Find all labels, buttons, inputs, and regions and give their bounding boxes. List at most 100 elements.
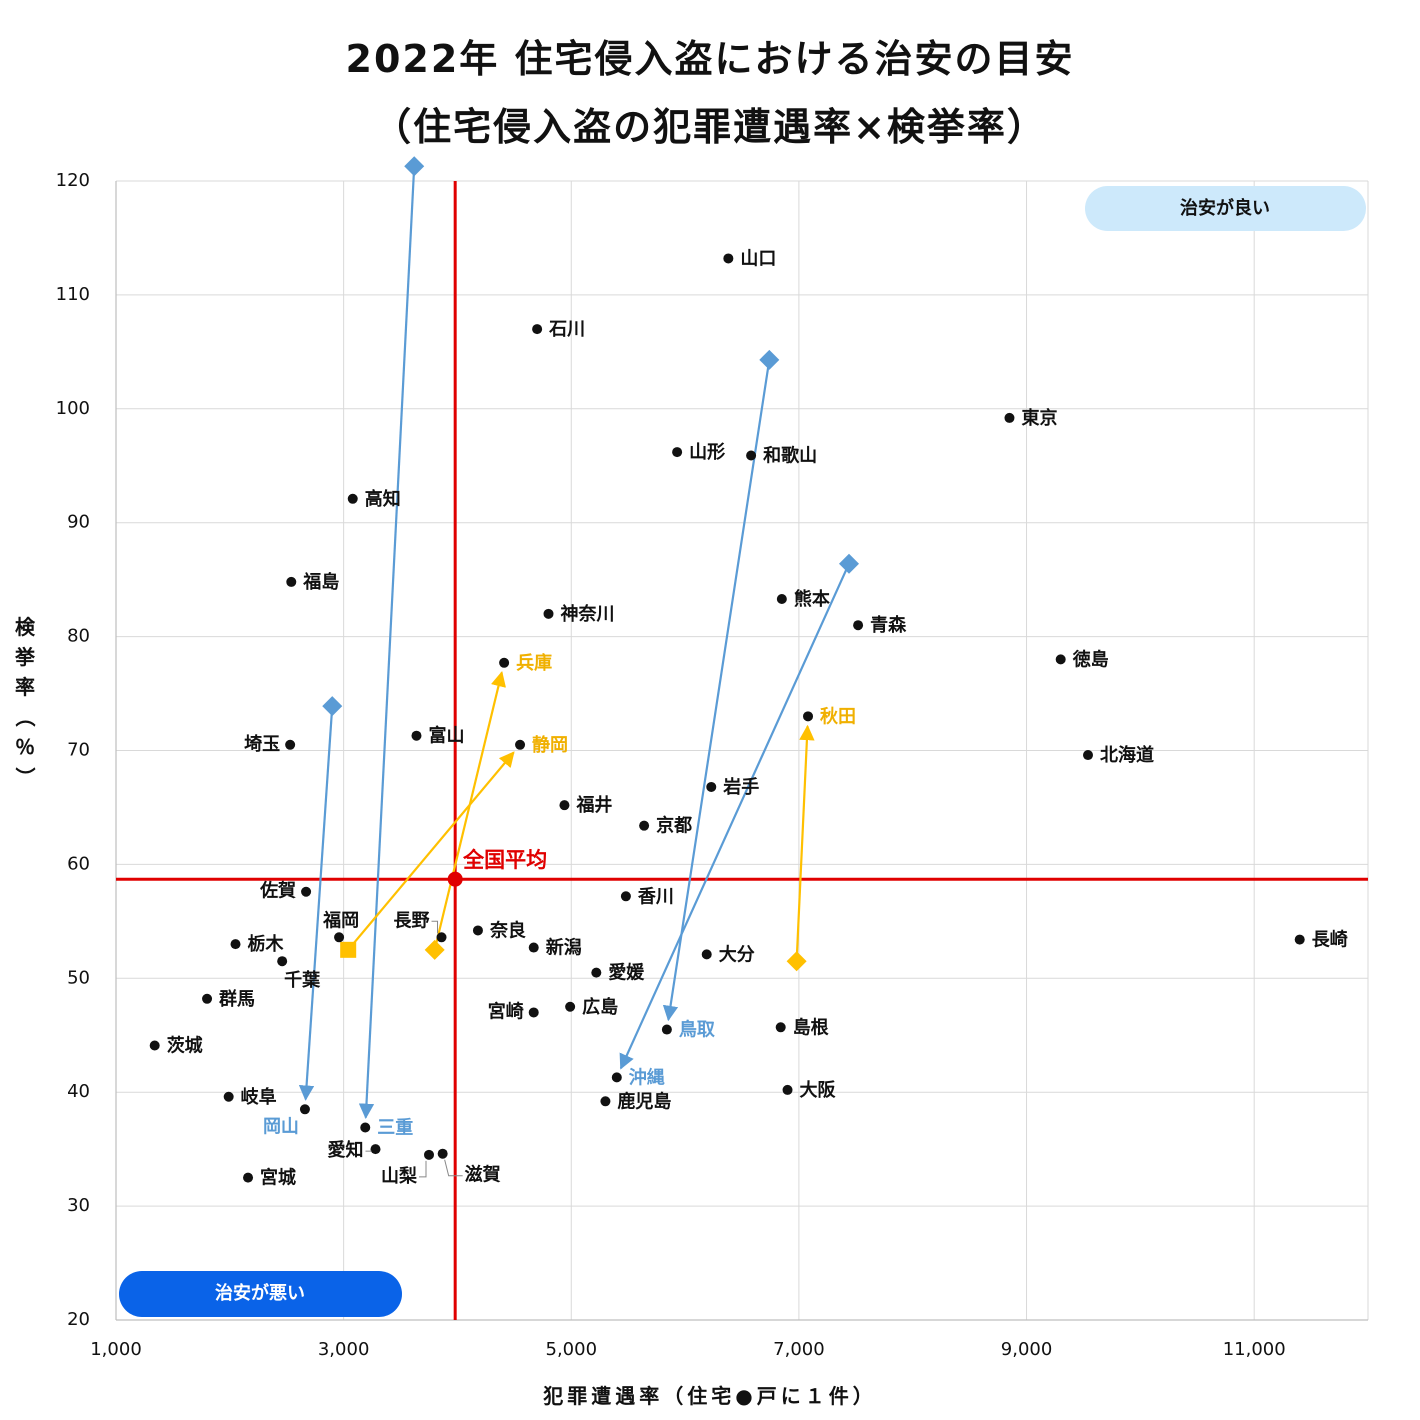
data-point-長野	[436, 932, 447, 943]
bad-badge-bg	[119, 1271, 402, 1317]
y-tick-label: 110	[56, 284, 90, 305]
movement-arrow-兵庫	[433, 671, 506, 951]
data-point-秋田	[803, 711, 814, 722]
point-label-青森: 青森	[870, 614, 907, 636]
data-point-石川	[532, 324, 543, 335]
previous-position-diamond	[786, 951, 807, 972]
data-point-徳島	[1055, 654, 1066, 665]
leader-line	[419, 1160, 427, 1178]
point-label-岩手: 岩手	[722, 776, 759, 798]
point-label-沖縄: 沖縄	[629, 1066, 665, 1088]
point-label-佐賀: 佐賀	[259, 880, 296, 902]
point-label-熊本: 熊本	[794, 588, 830, 610]
previous-position-square	[340, 941, 357, 958]
point-label-福井: 福井	[575, 794, 612, 816]
data-point-大分	[701, 949, 712, 960]
point-label-群馬: 群馬	[219, 988, 255, 1010]
point-label-大阪: 大阪	[800, 1079, 837, 1101]
data-point-宮崎	[528, 1007, 539, 1018]
data-point-広島	[565, 1001, 576, 1012]
data-point-富山	[411, 730, 422, 741]
average-label: 全国平均	[462, 848, 547, 872]
data-point-千葉	[277, 956, 288, 967]
x-axis-label: 犯罪遭遇率（住宅●戸に１件）	[543, 1384, 877, 1408]
previous-position-diamond	[424, 939, 445, 960]
point-label-滋賀: 滋賀	[465, 1164, 501, 1186]
point-label-鳥取: 鳥取	[679, 1019, 716, 1041]
data-point-長崎	[1294, 934, 1305, 945]
previous-position-diamond	[759, 349, 780, 370]
point-label-山梨: 山梨	[381, 1165, 417, 1187]
point-label-埼玉: 埼玉	[244, 733, 280, 755]
data-point-茨城	[149, 1040, 160, 1051]
previous-position-diamond	[838, 553, 859, 574]
x-tick-label: 5,000	[546, 1339, 598, 1360]
y-tick-label: 100	[56, 398, 90, 419]
point-label-静岡: 静岡	[532, 734, 568, 756]
data-point-島根	[775, 1022, 786, 1033]
x-tick-label: 1,000	[90, 1339, 142, 1360]
point-label-長野: 長野	[394, 910, 430, 931]
average-point	[447, 871, 463, 887]
point-label-徳島: 徳島	[1072, 648, 1109, 670]
y-tick-label: 60	[67, 853, 90, 874]
point-label-栃木: 栃木	[248, 933, 285, 955]
movement-arrow-沖縄	[619, 563, 850, 1070]
data-point-群馬	[202, 993, 213, 1004]
data-point-鹿児島	[600, 1096, 611, 1107]
data-point-東京	[1004, 412, 1015, 423]
previous-position-diamond	[322, 696, 343, 717]
data-point-滋賀	[437, 1148, 448, 1159]
data-point-岡山	[299, 1104, 310, 1115]
y-tick-label: 50	[67, 967, 90, 988]
data-point-北海道	[1083, 750, 1094, 761]
movement-arrow-秋田	[795, 724, 815, 962]
point-label-山形: 山形	[689, 442, 725, 463]
data-point-山梨	[424, 1149, 434, 1160]
data-point-岩手	[706, 781, 717, 792]
point-label-岐阜: 岐阜	[241, 1086, 277, 1108]
point-label-東京: 東京	[1021, 407, 1057, 429]
point-label-北海道: 北海道	[1100, 744, 1154, 766]
data-point-香川	[620, 891, 631, 902]
leader-line	[431, 920, 439, 934]
data-point-高知	[347, 493, 358, 504]
point-label-新潟: 新潟	[546, 937, 582, 959]
y-tick-label: 40	[67, 1081, 90, 1102]
y-tick-label: 70	[67, 740, 90, 761]
point-label-神奈川: 神奈川	[561, 603, 615, 625]
point-label-山口: 山口	[740, 248, 776, 269]
point-label-石川: 石川	[548, 319, 585, 340]
data-point-山形	[672, 447, 683, 458]
data-point-兵庫	[499, 657, 510, 668]
point-label-京都: 京都	[656, 815, 692, 837]
data-point-栃木	[230, 939, 241, 950]
point-label-茨城: 茨城	[167, 1035, 203, 1057]
good-badge: 治安が良い	[1085, 186, 1366, 231]
data-point-青森	[853, 620, 864, 631]
point-label-福岡: 福岡	[322, 909, 359, 931]
point-label-愛媛: 愛媛	[608, 962, 645, 984]
point-label-千葉: 千葉	[284, 970, 321, 991]
data-point-埼玉	[285, 739, 296, 750]
y-tick-label: 30	[67, 1195, 90, 1216]
data-point-福島	[286, 576, 297, 587]
point-label-島根: 島根	[793, 1016, 829, 1038]
x-tick-label: 3,000	[318, 1339, 370, 1360]
data-point-佐賀	[301, 886, 312, 897]
y-tick-label: 80	[67, 626, 90, 647]
x-tick-label: 11,000	[1223, 1339, 1286, 1360]
y-axis-label-char: 率	[15, 675, 35, 699]
point-label-香川: 香川	[637, 886, 674, 907]
point-label-秋田: 秋田	[820, 705, 856, 727]
point-label-愛知: 愛知	[328, 1139, 364, 1161]
data-point-静岡	[515, 739, 526, 750]
x-tick-label: 9,000	[1001, 1339, 1053, 1360]
point-label-兵庫: 兵庫	[516, 652, 552, 674]
data-point-京都	[639, 820, 650, 831]
data-point-神奈川	[543, 608, 554, 619]
point-label-高知: 高知	[365, 488, 401, 510]
chart-title-line-2: （住宅侵入盗の犯罪遭遇率×検挙率）	[373, 105, 1047, 149]
y-axis-label-char: 検	[15, 615, 35, 639]
data-point-鳥取	[661, 1024, 672, 1035]
